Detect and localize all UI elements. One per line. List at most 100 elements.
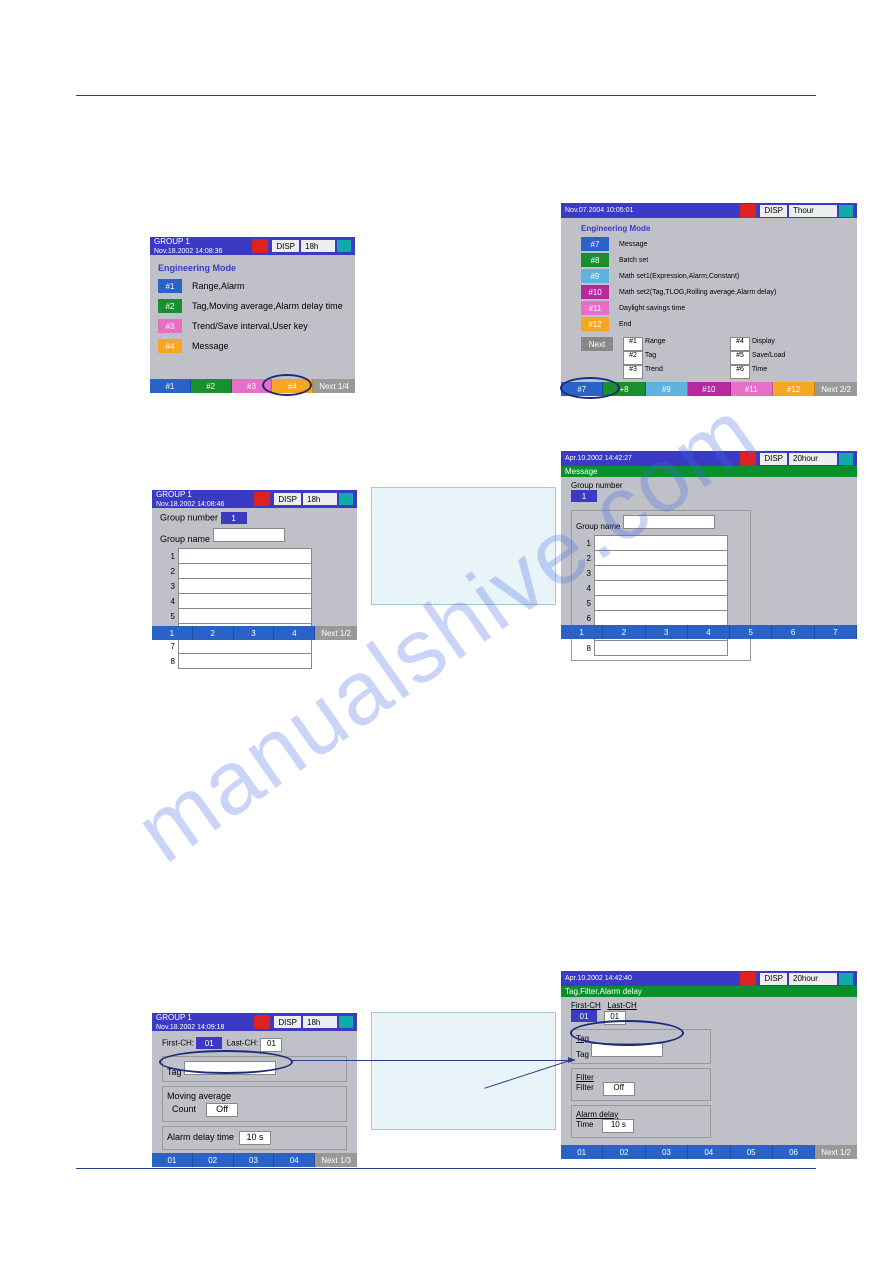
footer-btn[interactable]: #12 bbox=[773, 382, 815, 396]
menu-item[interactable]: #3Trend/Save interval,User key bbox=[158, 319, 347, 333]
next-label[interactable]: Next bbox=[581, 337, 613, 351]
footer-btn[interactable]: 2 bbox=[193, 626, 234, 640]
disp-btn[interactable]: DISP bbox=[760, 973, 787, 985]
disp-btn[interactable]: DISP bbox=[760, 205, 787, 217]
footer-btn[interactable]: 04 bbox=[274, 1153, 315, 1167]
menu-btn[interactable]: #11 bbox=[581, 301, 609, 315]
footer-btn[interactable]: 1 bbox=[152, 626, 193, 640]
next-btn[interactable]: Next 2/2 bbox=[815, 382, 857, 396]
footer-btn[interactable]: 01 bbox=[561, 1145, 603, 1159]
row-cell[interactable] bbox=[179, 579, 312, 594]
footer-btn[interactable]: 5 bbox=[730, 625, 772, 639]
menu-btn[interactable]: #7 bbox=[581, 237, 609, 251]
footer-btn[interactable]: 1 bbox=[561, 625, 603, 639]
cyan-icon[interactable] bbox=[839, 973, 853, 985]
footer-btn[interactable]: #9 bbox=[646, 382, 688, 396]
row-cell[interactable] bbox=[179, 639, 312, 654]
next-item[interactable]: #6 Time bbox=[730, 365, 837, 379]
row-cell[interactable] bbox=[595, 596, 728, 611]
cyan-icon[interactable] bbox=[839, 205, 853, 217]
titlebar: Nov.07.2004 10:05:01 DISP Thour bbox=[561, 203, 857, 218]
time-val[interactable]: 10 s bbox=[602, 1119, 634, 1133]
menu-item[interactable]: #9Math set1(Expression,Alarm,Constant) bbox=[581, 269, 837, 283]
footer-btn[interactable]: #1 bbox=[150, 379, 191, 393]
menu-btn[interactable]: #2 bbox=[158, 299, 182, 313]
next-btn[interactable]: Next 1/2 bbox=[315, 626, 357, 640]
tag-label: Tag bbox=[576, 1050, 589, 1059]
footer-btn[interactable]: 03 bbox=[234, 1153, 275, 1167]
next-item[interactable]: #3 Trend bbox=[623, 365, 730, 379]
alarm-val[interactable]: 10 s bbox=[239, 1131, 271, 1145]
menu-btn[interactable]: #1 bbox=[158, 279, 182, 293]
footer-btn[interactable]: 3 bbox=[234, 626, 275, 640]
next-btn[interactable]: Next 1/4 bbox=[313, 379, 355, 393]
menu-btn[interactable]: #12 bbox=[581, 317, 609, 331]
group-name-field[interactable] bbox=[213, 528, 285, 542]
cyan-icon[interactable] bbox=[337, 240, 351, 252]
footer-btn[interactable]: 03 bbox=[646, 1145, 688, 1159]
row-cell[interactable] bbox=[595, 566, 728, 581]
footer-btn[interactable]: 3 bbox=[646, 625, 688, 639]
row-cell[interactable] bbox=[595, 581, 728, 596]
footer-btn[interactable]: #2 bbox=[191, 379, 232, 393]
count-val[interactable]: Off bbox=[206, 1103, 238, 1117]
menu-item[interactable]: #8Batch set bbox=[581, 253, 837, 267]
next-item[interactable]: #4 Display bbox=[730, 337, 837, 351]
footer-btn[interactable]: 4 bbox=[274, 626, 315, 640]
menu-item[interactable]: #12End bbox=[581, 317, 837, 331]
footer-btn[interactable]: 02 bbox=[603, 1145, 645, 1159]
disp-btn[interactable]: DISP bbox=[274, 493, 301, 505]
disp-btn[interactable]: DISP bbox=[274, 1016, 301, 1028]
footer-btn[interactable]: #10 bbox=[688, 382, 730, 396]
footer-btn[interactable]: 04 bbox=[688, 1145, 730, 1159]
next-item[interactable]: #1 Range bbox=[623, 337, 730, 351]
last-ch-val[interactable]: 01 bbox=[260, 1038, 282, 1052]
footer-btn[interactable]: 4 bbox=[688, 625, 730, 639]
next-btn[interactable]: Next 1/3 bbox=[315, 1153, 357, 1167]
row-cell[interactable] bbox=[179, 549, 312, 564]
cyan-icon[interactable] bbox=[339, 493, 353, 505]
menu-item[interactable]: #2Tag,Moving average,Alarm delay time bbox=[158, 299, 347, 313]
row-cell[interactable] bbox=[595, 551, 728, 566]
group-name-field[interactable] bbox=[623, 515, 715, 529]
menu-item[interactable]: #11Daylight savings time bbox=[581, 301, 837, 315]
row-cell[interactable] bbox=[595, 536, 728, 551]
footer: 01020304 Next 1/3 bbox=[152, 1153, 357, 1167]
footer-btn[interactable]: 05 bbox=[731, 1145, 773, 1159]
next-item[interactable]: #2 Tag bbox=[623, 351, 730, 365]
group-number-val[interactable]: 1 bbox=[571, 490, 597, 502]
filter-val[interactable]: Off bbox=[603, 1082, 635, 1096]
row-cell[interactable] bbox=[179, 654, 312, 669]
first-ch-val[interactable]: 01 bbox=[571, 1010, 597, 1022]
group-number-val[interactable]: 1 bbox=[221, 512, 247, 524]
first-ch-val[interactable]: 01 bbox=[196, 1037, 222, 1049]
footer-btn[interactable]: 2 bbox=[603, 625, 645, 639]
menu-btn[interactable]: #8 bbox=[581, 253, 609, 267]
menu-btn[interactable]: #9 bbox=[581, 269, 609, 283]
next-item[interactable]: #5 Save/Load bbox=[730, 351, 837, 365]
footer-btn[interactable]: 01 bbox=[152, 1153, 193, 1167]
menu-btn[interactable]: #3 bbox=[158, 319, 182, 333]
menu-btn[interactable]: #4 bbox=[158, 339, 182, 353]
row-cell[interactable] bbox=[179, 609, 312, 624]
row-cell[interactable] bbox=[179, 594, 312, 609]
menu-item[interactable]: #10Math set2(Tag,TLOG,Rolling average,Al… bbox=[581, 285, 837, 299]
menu-btn[interactable]: #10 bbox=[581, 285, 609, 299]
footer-btn[interactable]: #11 bbox=[731, 382, 773, 396]
menu-item[interactable]: #1Range,Alarm bbox=[158, 279, 347, 293]
footer-btn[interactable]: 02 bbox=[193, 1153, 234, 1167]
row-cell[interactable] bbox=[595, 641, 728, 656]
cyan-icon[interactable] bbox=[839, 453, 853, 465]
row-cell[interactable] bbox=[179, 564, 312, 579]
disp-btn[interactable]: DISP bbox=[272, 240, 299, 252]
annotation-circle-5 bbox=[159, 1050, 293, 1074]
next-btn[interactable]: Next 1/2 bbox=[815, 1145, 857, 1159]
menu-item[interactable]: #7Message bbox=[581, 237, 837, 251]
menu-item[interactable]: #4Message bbox=[158, 339, 347, 353]
row-cell[interactable] bbox=[595, 611, 728, 626]
disp-btn[interactable]: DISP bbox=[760, 453, 787, 465]
cyan-icon[interactable] bbox=[339, 1016, 353, 1028]
footer-btn[interactable]: 06 bbox=[773, 1145, 815, 1159]
footer-btn[interactable]: 7 bbox=[815, 625, 857, 639]
footer-btn[interactable]: 6 bbox=[772, 625, 814, 639]
